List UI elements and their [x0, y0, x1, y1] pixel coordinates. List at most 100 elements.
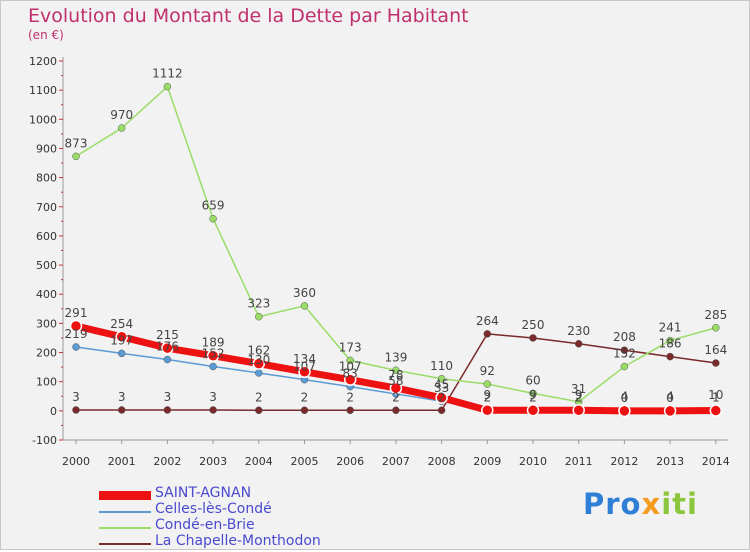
data-label-conde-en-brie-2013: 241 — [659, 321, 682, 335]
data-label-celles-les-conde-2002: 176 — [156, 340, 179, 354]
data-label-celles-les-conde-2000: 219 — [65, 327, 88, 341]
point-celles-les-conde-2001 — [117, 349, 126, 358]
data-label-celles-les-conde-2005: 107 — [293, 360, 316, 374]
point-saint-agnan-2003 — [206, 349, 220, 362]
data-label-saint-agnan-2010: 2 — [529, 390, 537, 404]
data-label-saint-agnan-2011: 2 — [575, 390, 583, 404]
x-tick-label-2010: 2010 — [519, 455, 547, 468]
data-label-conde-en-brie-2001: 970 — [110, 108, 133, 122]
point-conde-en-brie-2012 — [620, 362, 629, 371]
data-label-saint-agnan-2003: 189 — [202, 336, 225, 350]
y-tick-label-0: -100 — [32, 434, 57, 447]
data-label-celles-les-conde-2014: 10 — [708, 388, 723, 402]
y-tick-label-1: 0 — [50, 405, 57, 418]
point-la-chapelle-monthodon-2010 — [529, 334, 537, 342]
data-label-la-chapelle-monthodon-2006: 2 — [346, 390, 354, 404]
point-saint-agnan-2013 — [663, 404, 677, 418]
data-label-la-chapelle-monthodon-2008: 2 — [438, 390, 446, 404]
point-saint-agnan-2002 — [161, 341, 174, 355]
point-conde-en-brie-2001 — [117, 124, 126, 132]
chart-unit: (en €) — [28, 28, 64, 42]
point-la-chapelle-monthodon-2004 — [255, 406, 263, 415]
data-label-celles-les-conde-2012: 4 — [621, 390, 629, 404]
y-tick-label-7: 600 — [36, 230, 57, 243]
chart-title: Evolution du Montant de la Dette par Hab… — [28, 5, 469, 27]
legend-label-celles-les-conde: Celles-lès-Condé — [155, 501, 272, 517]
point-saint-agnan-2005 — [298, 365, 311, 379]
x-tick-label-2013: 2013 — [656, 455, 684, 468]
data-label-la-chapelle-monthodon-2004: 2 — [255, 390, 263, 404]
point-conde-en-brie-2008 — [437, 375, 446, 383]
data-label-saint-agnan-2014: 1 — [712, 391, 720, 405]
x-tick-label-2001: 2001 — [108, 455, 136, 468]
data-label-la-chapelle-monthodon-2003: 3 — [209, 390, 217, 404]
data-label-conde-en-brie-2000: 873 — [65, 136, 88, 150]
data-label-la-chapelle-monthodon-2002: 3 — [164, 390, 172, 404]
point-conde-en-brie-2014 — [712, 324, 720, 332]
y-tick-label-12: 1100 — [29, 84, 57, 97]
data-label-la-chapelle-monthodon-2009: 264 — [476, 314, 499, 328]
data-label-saint-agnan-2007: 78 — [388, 368, 403, 382]
data-label-la-chapelle-monthodon-2013: 186 — [659, 337, 682, 351]
point-la-chapelle-monthodon-2005 — [300, 406, 309, 415]
x-tick-label-2012: 2012 — [610, 455, 638, 468]
point-la-chapelle-monthodon-2012 — [620, 346, 629, 354]
data-label-saint-agnan-2006: 107 — [339, 360, 362, 374]
proxiti-logo: Proxiti — [583, 487, 698, 521]
data-label-celles-les-conde-2011: 9 — [575, 388, 583, 402]
legend-label-conde-en-brie: Condé-en-Brie — [155, 517, 255, 533]
x-tick-label-2009: 2009 — [473, 455, 501, 468]
x-tick-label-2008: 2008 — [428, 455, 456, 468]
data-label-conde-en-brie-2005: 360 — [293, 286, 316, 300]
data-label-conde-en-brie-2003: 659 — [202, 199, 225, 213]
point-saint-agnan-2007 — [389, 381, 403, 395]
data-label-saint-agnan-2000: 291 — [65, 306, 88, 320]
point-saint-agnan-2009 — [481, 404, 494, 417]
point-saint-agnan-2000 — [69, 319, 83, 333]
point-la-chapelle-monthodon-2008 — [437, 406, 446, 415]
data-label-celles-les-conde-2008: 33 — [434, 381, 449, 395]
data-label-la-chapelle-monthodon-2005: 2 — [301, 390, 309, 404]
x-tick-label-2006: 2006 — [336, 455, 364, 468]
point-la-chapelle-monthodon-2007 — [392, 406, 400, 415]
point-conde-en-brie-2002 — [163, 82, 172, 91]
point-conde-en-brie-2009 — [483, 380, 492, 388]
point-la-chapelle-monthodon-2001 — [117, 406, 126, 414]
data-label-la-chapelle-monthodon-2012: 208 — [613, 330, 636, 344]
y-tick-label-8: 700 — [36, 201, 57, 214]
x-tick-label-2011: 2011 — [565, 455, 593, 468]
data-label-conde-en-brie-2007: 139 — [384, 350, 407, 364]
data-label-la-chapelle-monthodon-2007: 2 — [392, 390, 400, 404]
data-label-conde-en-brie-2004: 323 — [247, 297, 270, 311]
data-label-conde-en-brie-2010: 60 — [525, 373, 540, 387]
data-label-saint-agnan-2012: 0 — [621, 391, 629, 405]
data-label-conde-en-brie-2002: 1112 — [152, 67, 183, 81]
y-tick-label-4: 300 — [36, 317, 57, 330]
data-label-saint-agnan-2005: 134 — [293, 352, 316, 366]
data-label-saint-agnan-2009: 2 — [483, 390, 491, 404]
y-tick-label-10: 900 — [36, 142, 57, 155]
data-label-saint-agnan-2002: 215 — [156, 328, 179, 342]
data-label-conde-en-brie-2008: 110 — [430, 359, 453, 373]
data-label-la-chapelle-monthodon-2011: 230 — [567, 324, 590, 338]
point-la-chapelle-monthodon-2013 — [666, 352, 674, 361]
data-label-conde-en-brie-2012: 152 — [613, 347, 636, 361]
legend-swatch-celles-les-conde — [99, 511, 151, 513]
point-saint-agnan-2001 — [115, 330, 128, 344]
y-tick-label-9: 800 — [36, 172, 57, 185]
point-la-chapelle-monthodon-2014 — [712, 359, 720, 367]
point-conde-en-brie-2006 — [346, 356, 354, 365]
y-tick-label-5: 400 — [36, 288, 57, 301]
x-tick-label-2000: 2000 — [62, 455, 90, 468]
point-celles-les-conde-2004 — [255, 369, 263, 377]
legend-label-la-chapelle-monthodon: La Chapelle-Monthodon — [155, 533, 321, 549]
data-label-saint-agnan-2004: 162 — [247, 344, 270, 358]
point-la-chapelle-monthodon-2011 — [574, 340, 583, 348]
point-la-chapelle-monthodon-2003 — [209, 406, 217, 414]
data-label-la-chapelle-monthodon-2001: 3 — [118, 390, 126, 404]
point-conde-en-brie-2010 — [529, 389, 537, 398]
legend-swatch-saint-agnan — [99, 491, 151, 500]
point-conde-en-brie-2003 — [209, 214, 217, 223]
point-celles-les-conde-2003 — [209, 362, 217, 371]
data-label-la-chapelle-monthodon-2000: 3 — [72, 390, 80, 404]
